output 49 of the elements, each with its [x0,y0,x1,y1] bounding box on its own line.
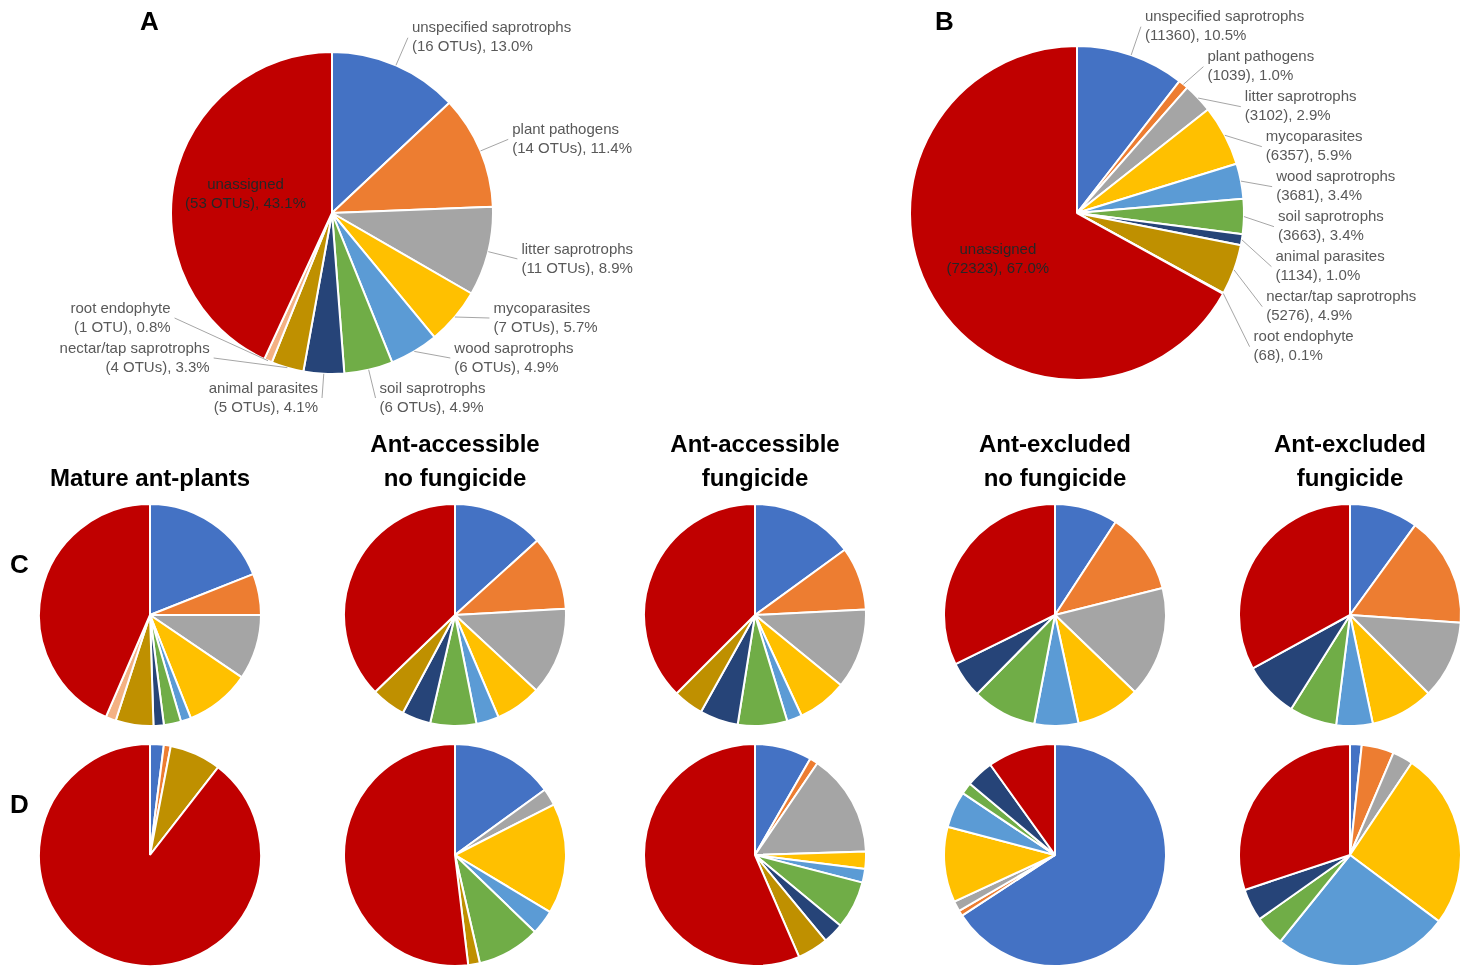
data-label: (11 OTUs), 8.9% [521,258,633,276]
slice-label: unassigned [959,240,1037,258]
data-label: (11360), 10.5% [1144,26,1247,44]
slice-label: wood saprotrophs [1275,167,1396,185]
data-label: (16 OTUs), 13.0% [411,37,533,55]
data-label: (1 OTU), 0.8% [73,317,171,335]
text: A [140,6,159,37]
data-label: (5 OTUs), 4.1% [213,397,318,415]
data-label: (6 OTUs), 4.9% [379,397,484,415]
slice-label: litter saprotrophs [1244,87,1357,105]
chart-title: Ant-accessible fungicide [669,429,841,493]
data-label: (14 OTUs), 11.4% [512,138,632,156]
slice-label: litter saprotrophs [521,239,634,257]
data-label: (3102), 2.9% [1244,106,1331,124]
data-label: (6 OTUs), 4.9% [454,357,559,375]
data-label: (5276), 4.9% [1266,306,1353,324]
slice-label: soil saprotrophs [379,378,486,396]
slice-label: nectar/tap saprotrophs [59,338,210,356]
data-label: (53 OTUs), 43.1% [185,193,306,211]
slice-label: unspecified saprotrophs [1144,7,1305,25]
data-label: (72323), 67.0% [946,259,1050,277]
data-label: (1039), 1.0% [1207,66,1294,84]
slice-label: plant pathogens [1207,47,1315,65]
slice-label: wood saprotrophs [453,338,574,356]
data-label: (1134), 1.0% [1275,266,1361,284]
slice-label: unassigned [207,174,284,192]
text: D [10,789,29,820]
chart-title: Ant-accessible no fungicide [369,429,541,493]
chart-title: Ant-excluded fungicide [1273,429,1427,493]
data-label: (3663), 3.4% [1277,226,1364,244]
slice-label: soil saprotrophs [1277,207,1384,225]
data-label: (68), 0.1% [1253,346,1323,364]
chart-title: Ant-excluded no fungicide [978,429,1132,493]
slice-label: unspecified saprotrophs [411,18,572,36]
chart-title: Mature ant-plants [49,463,251,493]
slice-label: plant pathogens [512,119,619,137]
data-label: (6357), 5.9% [1265,146,1352,164]
slice-label: root endophyte [70,298,171,316]
text: B [935,6,954,37]
slice-label: animal parasites [1275,247,1385,265]
slice-label: root endophyte [1253,327,1354,345]
slice-label: mycoparasites [493,298,591,316]
data-label: (7 OTUs), 5.7% [493,317,598,335]
slice-label: mycoparasites [1265,127,1363,145]
slice-label: nectar/tap saprotrophs [1266,287,1417,305]
data-label: (3681), 3.4% [1276,186,1363,204]
data-label: (4 OTUs), 3.3% [105,357,210,375]
text: C [10,549,29,580]
slice-label: animal parasites [208,378,318,396]
